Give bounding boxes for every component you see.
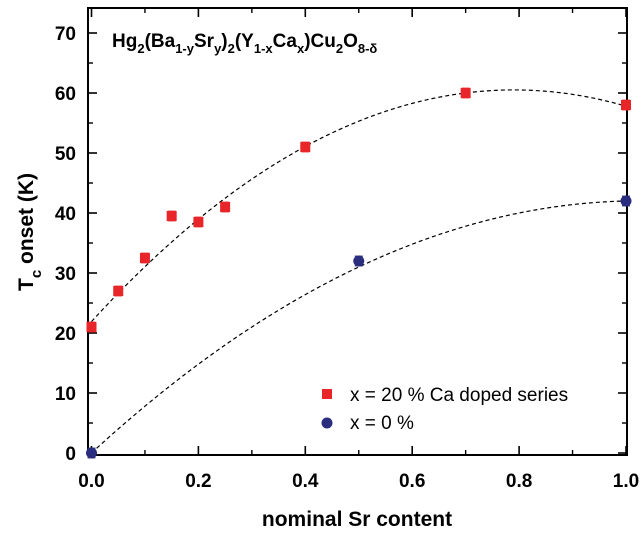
data-points [86,87,632,459]
marker [139,253,150,263]
data-point-ca-series [139,252,150,264]
formula-subscript: x [297,41,305,56]
formula-segment: (Y [235,31,254,52]
legend-label-x0-series: x = 0 % [350,413,414,434]
formula-segment: Hg [112,31,137,52]
data-point-ca-series [166,210,177,222]
formula-subscript: 2 [137,41,144,56]
y-axis-title: Tc onset (K) [15,173,45,291]
data-point-ca-series [300,141,311,153]
data-point-ca-series [460,87,471,99]
y-axis-title-rest: onset (K) [15,173,38,270]
y-axis-title-sub: c [28,270,45,278]
x-tick-label: 0.4 [292,471,319,492]
marker [86,447,97,459]
formula-subscript: 1-x [254,41,274,56]
marker [86,322,97,332]
formula-segment: O [343,31,358,52]
formula-segment: (Ba [145,31,176,52]
marker [166,211,177,221]
formula-segment: Ca [273,31,298,52]
data-point-x0-series [620,195,632,207]
y-tick-label: 20 [55,324,76,345]
data-point-ca-series [621,99,631,111]
marker [620,195,632,207]
data-point-ca-series [193,216,204,228]
marker [460,88,471,98]
formula-subscript: y [214,41,222,56]
plot-frame [87,7,628,456]
formula-subscript: 2 [336,41,343,56]
y-tick-label: 40 [55,204,76,225]
fit-curve [91,89,627,323]
data-point-x0-series [353,255,365,267]
y-tick-label: 0 [65,444,76,465]
data-point-ca-series [86,321,97,333]
fit-curves [91,89,627,454]
formula-label: Hg2(Ba1-ySry)2(Y1-xCax)Cu2O8-δ [112,31,377,56]
formula-segment: )Cu [304,31,336,52]
svg-text:Tc onset (K): Tc onset (K) [15,173,45,291]
fit-curve [91,200,627,454]
x-tick-label: 0.0 [78,471,104,492]
x-tick-label: 0.8 [506,471,532,492]
marker [193,217,204,227]
y-tick-label: 70 [55,24,76,45]
legend-marker-x0-series [321,417,333,429]
data-point-x0-series [86,447,97,459]
y-tick-label: 50 [55,144,76,165]
marker [621,100,631,110]
x-tick-label: 1.0 [613,471,639,492]
formula-subscript: 2 [228,41,235,56]
formula-subscript: 1-y [175,41,195,56]
marker [353,255,365,267]
x-axis-title: nominal Sr content [262,508,452,531]
formula-segment: Sr [194,31,215,52]
axis-ticks [88,8,627,455]
legend-marker-ca-series [322,389,332,399]
marker [220,202,231,212]
legend: x = 20 % Ca doped series x = 0 % [321,385,568,434]
y-tick-label: 10 [55,384,76,405]
formula-segment: ) [221,31,227,52]
y-axis-title-main: T [15,278,38,291]
tick-labels: 0.0 0.2 0.4 0.6 0.8 1.0 0 10 20 30 40 50 60 70 [55,24,639,492]
marker [113,286,124,296]
x-tick-label: 0.2 [185,471,211,492]
y-tick-label: 30 [55,264,76,285]
data-point-ca-series [220,201,231,213]
data-point-ca-series [113,285,124,297]
y-tick-label: 60 [55,84,76,105]
legend-label-ca-series: x = 20 % Ca doped series [350,385,568,406]
marker [300,142,311,152]
formula-subscript: 8-δ [358,41,378,56]
x-tick-label: 0.6 [399,471,425,492]
